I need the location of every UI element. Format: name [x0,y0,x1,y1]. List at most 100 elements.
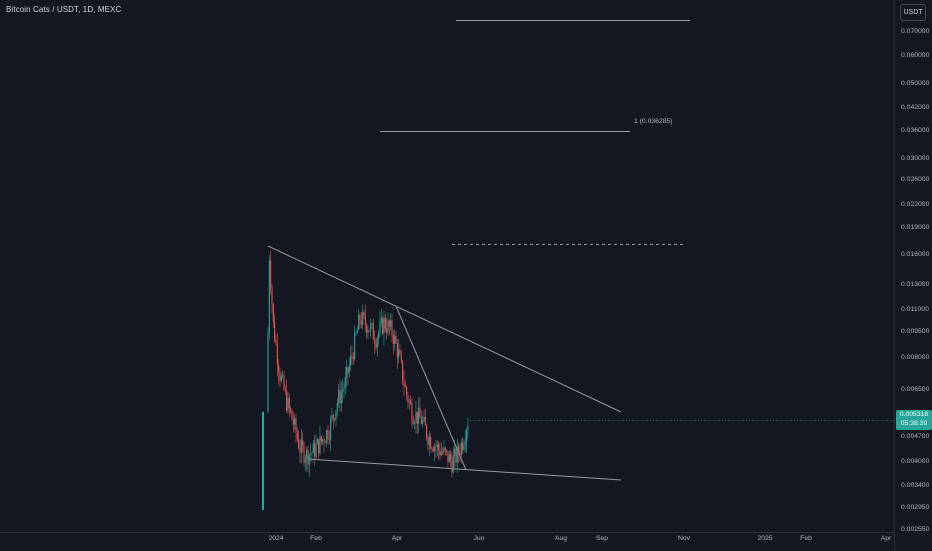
candle-body [411,403,413,423]
candle-body [463,444,465,450]
candle-body [312,443,314,453]
candle-body [330,419,332,440]
candle-body [332,415,334,419]
candle-body [271,287,273,304]
candle-body [444,447,446,451]
candle-body [315,444,317,457]
candle-body [386,328,388,333]
candle-body [358,314,360,330]
time-tick: Feb [310,535,322,542]
time-tick: Aug [554,535,568,542]
time-tick: Apr [391,535,403,542]
candle-body [284,389,286,391]
candle-body [327,430,329,440]
symbol-title[interactable]: Bitcoin Cats / USDT, 1D, MEXC [6,5,122,14]
candle-body [283,375,285,390]
lower-trendline[interactable] [307,458,622,481]
upper-trendline[interactable] [267,245,622,413]
time-tick: 2025 [757,535,773,542]
current-price-value: 0.005318 [899,411,929,418]
candle-body [440,452,442,456]
candle-body [442,452,444,453]
candles-group [262,250,469,511]
candle-body [394,335,396,345]
candle-body [343,387,345,390]
candle-body [380,318,382,323]
candle-body [344,376,346,388]
candle-body [379,322,381,333]
candle-body [459,453,461,455]
candle-body [420,417,422,425]
price-tick: 0.022000 [901,201,930,208]
candle-body [364,314,366,325]
price-tick: 0.002950 [901,504,930,511]
candle-body [314,443,316,457]
candle-body [324,442,326,444]
candle-body [300,439,302,453]
price-tick: 0.006500 [901,386,930,393]
candle-body [436,444,438,447]
candle-body [286,390,288,411]
candle-body [450,454,452,461]
candle-body [296,432,298,439]
candle-body [446,450,448,451]
candle-body [287,397,289,411]
time-axis[interactable] [0,532,894,551]
time-tick: Nov [677,535,691,542]
candle-body [279,372,281,381]
candle-body [336,402,338,411]
price-tick: 0.008000 [901,354,930,361]
candle-body [362,312,364,325]
candle-body [452,456,454,473]
candle-body [307,449,309,465]
candle-body [427,437,429,445]
candle-body [268,260,270,334]
candle-body [323,439,325,443]
candle-body [428,437,430,445]
candle-body [367,330,369,333]
candle-body [372,323,374,340]
price-tick: 0.060000 [901,52,930,59]
candle-body [276,343,278,365]
candle-body [378,332,380,339]
currency-button[interactable]: USDT [900,4,926,21]
price-axis[interactable] [894,0,932,550]
price-tick: 0.030000 [901,155,930,162]
candle-body [390,320,392,327]
candle-body [419,407,421,418]
candle-body [272,303,274,322]
candle-body [308,454,310,465]
price-tick: 0.042000 [901,104,930,111]
fib-level-label: 1 (0.036285) [634,118,673,125]
candle-body [311,452,313,454]
candle-body [447,450,449,463]
candle-body [423,416,425,421]
candle-body [388,320,390,327]
candle-body [320,436,322,442]
candle-body [435,446,437,448]
time-tick: Apr [880,535,892,542]
price-tick: 0.002550 [901,526,930,533]
candle-body [292,419,294,425]
candle-body [406,387,408,395]
candle-body [432,448,434,452]
candle-body [454,448,456,457]
candle-body [270,260,272,288]
candle-body [342,389,344,393]
candle-body [356,329,358,334]
candle-body [370,324,372,331]
candle-body [391,320,393,335]
candle-body [374,339,376,344]
candle-body [395,335,397,344]
candle-body [375,343,377,348]
chart-area[interactable] [0,0,894,532]
candle-body [431,448,433,450]
candle-body [303,445,305,463]
candle-body [464,441,466,445]
price-chart[interactable] [0,0,894,532]
candle-body [458,446,460,454]
candle-body [310,453,312,455]
candle-body [318,439,320,454]
candle-body [328,439,330,440]
current-price-tag: 0.005318 05:38:39 [896,410,932,430]
